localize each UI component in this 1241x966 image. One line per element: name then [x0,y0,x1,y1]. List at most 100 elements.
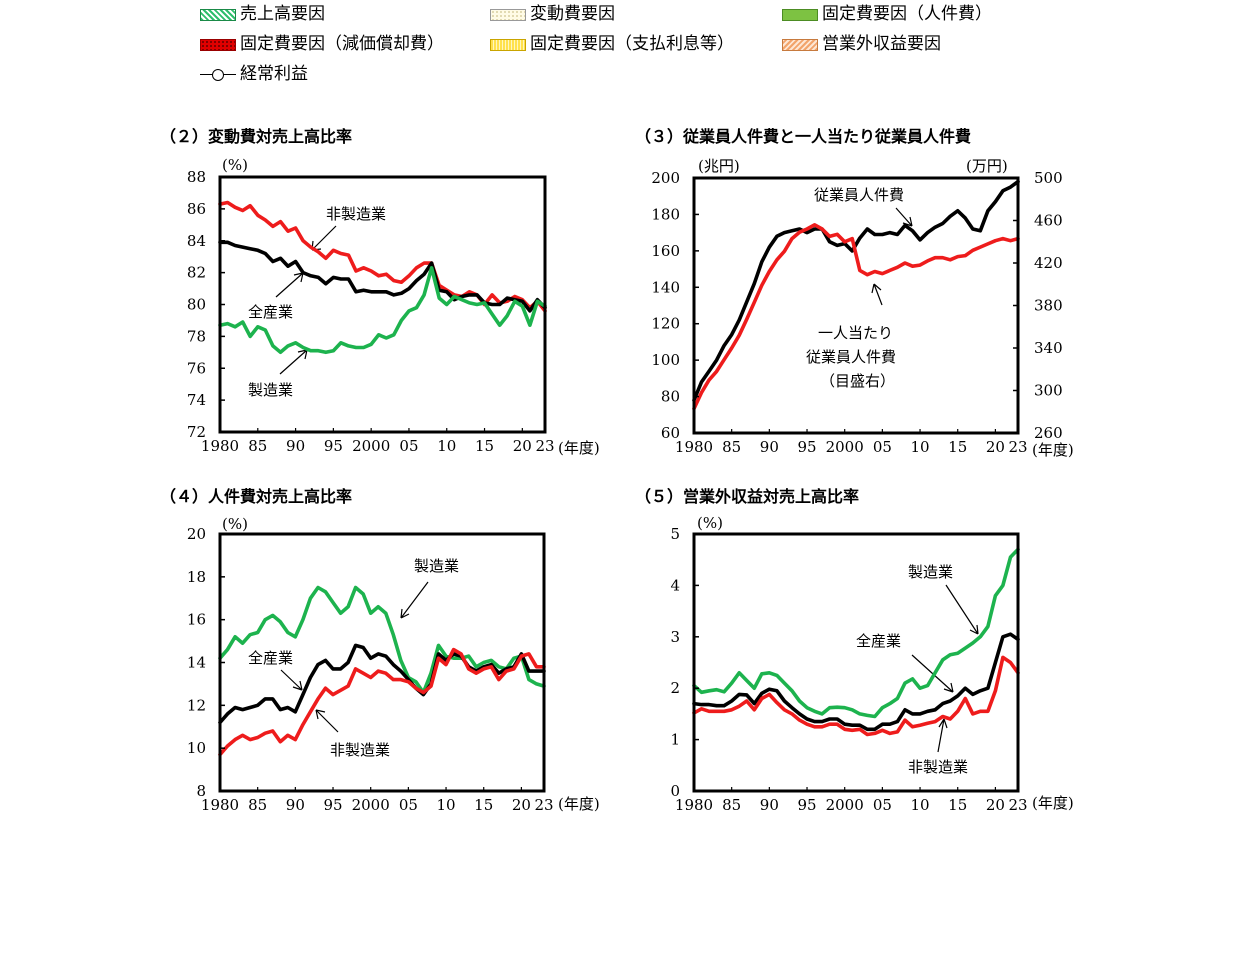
x-tick-label: 95 [797,796,816,814]
x-tick-label: 05 [399,796,418,814]
panel4-xlabel: (年度) [558,795,600,813]
y-tick-label: 74 [187,391,206,409]
arrow-icon [315,709,339,733]
panel4-unit-label: (%) [222,515,248,533]
x-tick-label: 15 [948,438,967,456]
y-tick-label: 0 [670,782,680,800]
swatch-depreciation-icon [200,38,236,51]
x-tick-label: 23 [535,437,554,455]
y-tick-label: 12 [187,696,206,714]
x-tick-label: 95 [797,438,816,456]
series-line-1 [218,240,547,313]
panel2-annotation-nonmfg: 非製造業 [326,205,386,223]
panel5-annotation-mfg: 製造業 [908,563,953,581]
panel2-xlabel: (年度) [558,439,600,457]
series-line-0 [692,547,1020,719]
y-tick-label: 120 [651,315,680,333]
y-tick-label: 10 [187,739,206,757]
y-tick-label: 200 [651,169,680,187]
y-tick-label: 14 [187,654,206,672]
x-tick-label: 05 [399,437,418,455]
y-right-tick-label: 420 [1034,254,1063,272]
x-tick-label: 05 [873,796,892,814]
x-tick-label: 95 [323,796,342,814]
x-tick-label: 20 [986,438,1005,456]
y-tick-label: 20 [187,525,206,543]
y-tick-label: 84 [187,232,206,250]
x-tick-label: 2000 [826,438,864,456]
y-tick-label: 2 [670,679,680,697]
arrow-icon [895,207,913,227]
series-line-2 [218,647,546,757]
x-tick-label: 15 [475,437,494,455]
y-tick-label: 80 [661,388,680,406]
y-tick-label: 72 [187,423,206,441]
arrow-icon [280,669,303,691]
x-tick-label: 85 [248,437,267,455]
x-tick-label: 85 [722,796,741,814]
panel2-title: （２）変動費対売上高比率 [160,127,353,146]
arrow-icon [911,654,954,693]
x-tick-label: 23 [534,796,553,814]
x-tick-label: 20 [986,796,1005,814]
x-tick-label: 15 [474,796,493,814]
y-right-tick-label: 260 [1034,424,1063,442]
panel5-unit-label: (%) [697,514,723,532]
x-tick-label: 1980 [675,796,713,814]
series-line-1 [218,643,546,725]
arrow-icon [937,718,948,753]
y-tick-label: 140 [651,278,680,296]
y-tick-label: 78 [187,327,206,345]
y-right-tick-label: 340 [1034,339,1063,357]
panel3-xlabel: (年度) [1032,441,1074,459]
series-line-1 [692,223,1020,411]
x-tick-label: 90 [760,796,779,814]
y-tick-label: 18 [187,568,206,586]
panel4-arrows [280,581,429,733]
panel4-annotation-nonmfg: 非製造業 [330,741,390,759]
x-tick-label: 15 [948,796,967,814]
y-tick-label: 76 [187,359,206,377]
y-tick-label: 100 [651,351,680,369]
y-tick-label: 4 [670,576,680,594]
x-tick-label: 10 [437,437,456,455]
y-tick-label: 60 [661,424,680,442]
y-right-tick-label: 500 [1034,169,1063,187]
swatch-interest-icon [490,38,526,51]
legend: 売上高要因 変動費要因 固定費要因（人件費） 固定費要因（減価償却費） 固定費要… [0,0,1241,100]
y-tick-label: 1 [670,731,680,749]
y-tick-label: 82 [187,264,206,282]
panel3-unit-label-left: (兆円) [698,157,740,175]
legend-item-personnel: 固定費要因（人件費） [782,4,992,24]
y-tick-label: 86 [187,200,206,218]
panel5-annotation-all: 全産業 [856,632,901,650]
legend-item-sales: 売上高要因 [200,4,325,24]
x-tick-label: 10 [436,796,455,814]
x-tick-label: 85 [248,796,267,814]
series-line-2 [218,265,547,355]
panel4-title: （４）人件費対売上高比率 [160,487,353,506]
series-line-2 [692,655,1020,737]
panel2-annotation-mfg: 製造業 [248,381,293,399]
y-right-tick-label: 300 [1034,382,1063,400]
panel4-annotation-mfg: 製造業 [414,557,459,575]
arrow-icon [945,584,979,635]
legend-item-depreciation: 固定費要因（減価償却費） [200,34,444,54]
panel4-annotation-all: 全産業 [248,649,293,667]
x-tick-label: 90 [286,437,305,455]
panel5-annotation-nonmfg: 非製造業 [908,758,968,776]
series-line-0 [218,585,546,695]
y-tick-label: 5 [670,525,680,543]
x-tick-label: 23 [1008,438,1027,456]
panel5-arrows [911,584,979,753]
x-tick-label: 2000 [826,796,864,814]
swatch-line-marker-icon [200,68,236,81]
legend-item-interest: 固定費要因（支払利息等） [490,34,734,54]
panel2-annotation-all: 全産業 [248,303,293,321]
swatch-sales-icon [200,8,236,21]
x-tick-label: 20 [513,437,532,455]
arrow-icon [400,581,429,619]
y-right-tick-label: 380 [1034,297,1063,315]
legend-item-nonop: 営業外収益要因 [782,34,941,54]
